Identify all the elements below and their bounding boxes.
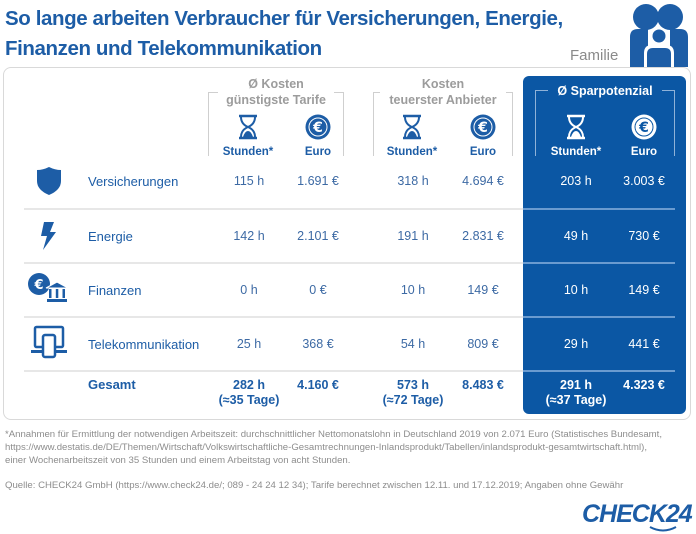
total-label: Gesamt bbox=[88, 377, 136, 392]
footnote-line: einer Wochenarbeitszeit von 35 Stunden u… bbox=[5, 455, 351, 466]
total-days-value: (≈35 Tage) bbox=[218, 393, 280, 407]
group-header-savings: Ø Sparpotenzial bbox=[548, 83, 662, 99]
cell-save-euro: 730 € bbox=[628, 229, 660, 243]
footnote: *Annahmen für Ermittlung der notwendigen… bbox=[5, 428, 662, 467]
total-hours-value: 291 h bbox=[560, 378, 592, 392]
logo-swoosh-icon bbox=[649, 526, 677, 532]
cell-save-euro: 149 € bbox=[628, 283, 660, 297]
total-save-euro: 4.323 € bbox=[623, 378, 665, 392]
cell-cheap-hours: 25 h bbox=[236, 337, 262, 351]
cell-save-hours: 49 h bbox=[563, 229, 589, 243]
cell-cheap-euro: 0 € bbox=[309, 283, 327, 297]
footnote-line: *Annahmen für Ermittlung der notwendigen… bbox=[5, 429, 663, 440]
familie-label: Familie bbox=[570, 47, 619, 64]
row-label-telekommunikation: Telekommunikation bbox=[88, 337, 200, 352]
euro-coin-icon: € bbox=[631, 114, 657, 140]
euro-coin-icon: € bbox=[470, 114, 496, 140]
total-hours-value: 573 h bbox=[397, 378, 429, 392]
total-cheap-euro: 4.160 € bbox=[297, 378, 339, 392]
cell-cheap-euro: 2.101 € bbox=[297, 229, 339, 243]
cell-save-euro: 441 € bbox=[628, 337, 660, 351]
svg-text:€: € bbox=[477, 120, 488, 136]
savings-panel bbox=[523, 76, 686, 414]
svg-text:€: € bbox=[312, 120, 323, 136]
euro-bank-icon: € bbox=[28, 273, 68, 302]
cell-cheap-hours: 142 h bbox=[233, 229, 265, 243]
devices-icon bbox=[31, 325, 67, 359]
svg-text:€: € bbox=[638, 120, 649, 136]
svg-text:€: € bbox=[33, 278, 43, 293]
cell-exp-hours: 191 h bbox=[397, 229, 429, 243]
row-label-energie: Energie bbox=[88, 229, 133, 244]
cell-cheap-hours: 115 h bbox=[233, 174, 265, 188]
group-header-line: Kosten bbox=[421, 77, 465, 91]
hourglass-icon bbox=[239, 114, 257, 140]
col-exp-euro: Euro bbox=[469, 146, 497, 158]
shield-icon bbox=[37, 167, 61, 195]
cell-exp-euro: 2.831 € bbox=[462, 229, 504, 243]
footnote-line: https://www.destatis.de/DE/Themen/Wirtsc… bbox=[5, 442, 647, 453]
col-exp-hours: Stunden* bbox=[386, 146, 438, 158]
cell-save-hours: 203 h bbox=[560, 174, 592, 188]
euro-coin-icon: € bbox=[305, 114, 331, 140]
title-line-2: Finanzen und Telekommunikation bbox=[5, 37, 322, 60]
source-note: Quelle: CHECK24 GmbH (https://www.check2… bbox=[5, 480, 624, 491]
total-days-value: (≈72 Tage) bbox=[382, 393, 444, 407]
lightning-icon bbox=[41, 222, 56, 250]
group-header-line: Ø Kosten bbox=[248, 77, 304, 91]
group-header-cheapest: Ø Kosten günstigste Tarife bbox=[208, 76, 344, 108]
cell-exp-hours: 318 h bbox=[397, 174, 429, 188]
group-header-line: günstigste Tarife bbox=[222, 92, 330, 108]
row-label-versicherungen: Versicherungen bbox=[88, 174, 179, 189]
cell-cheap-euro: 368 € bbox=[302, 337, 334, 351]
cell-save-hours: 10 h bbox=[563, 283, 589, 297]
cell-exp-euro: 809 € bbox=[467, 337, 499, 351]
cell-exp-euro: 149 € bbox=[467, 283, 499, 297]
group-header-expensive: Kosten teuerster Anbieter bbox=[370, 76, 516, 108]
col-save-hours: Stunden* bbox=[550, 146, 602, 158]
col-cheap-euro: Euro bbox=[304, 146, 332, 158]
total-save-hours: 291 h (≈37 Tage) bbox=[531, 378, 621, 408]
col-save-euro: Euro bbox=[630, 146, 658, 158]
group-header-line: teuerster Anbieter bbox=[386, 92, 500, 108]
title-line-1: So lange arbeiten Verbraucher für Versic… bbox=[5, 7, 563, 30]
total-cheap-hours: 282 h (≈35 Tage) bbox=[204, 378, 294, 408]
hourglass-icon bbox=[567, 114, 585, 140]
cell-exp-hours: 10 h bbox=[400, 283, 426, 297]
total-hours-value: 282 h bbox=[233, 378, 265, 392]
page-title: So lange arbeiten Verbraucher für Versic… bbox=[5, 4, 605, 64]
col-cheap-hours: Stunden* bbox=[222, 146, 274, 158]
cell-exp-hours: 54 h bbox=[400, 337, 426, 351]
cell-save-euro: 3.003 € bbox=[623, 174, 665, 188]
cell-cheap-euro: 1.691 € bbox=[297, 174, 339, 188]
row-label-finanzen: Finanzen bbox=[88, 283, 142, 298]
family-icon bbox=[630, 4, 688, 67]
total-exp-euro: 8.483 € bbox=[462, 378, 504, 392]
total-exp-hours: 573 h (≈72 Tage) bbox=[368, 378, 458, 408]
cell-cheap-hours: 0 h bbox=[240, 283, 258, 297]
hourglass-icon bbox=[403, 114, 421, 140]
cell-exp-euro: 4.694 € bbox=[462, 174, 504, 188]
check24-logo: CHECK24 bbox=[582, 500, 693, 528]
total-days-value: (≈37 Tage) bbox=[545, 393, 607, 407]
cell-save-hours: 29 h bbox=[563, 337, 589, 351]
